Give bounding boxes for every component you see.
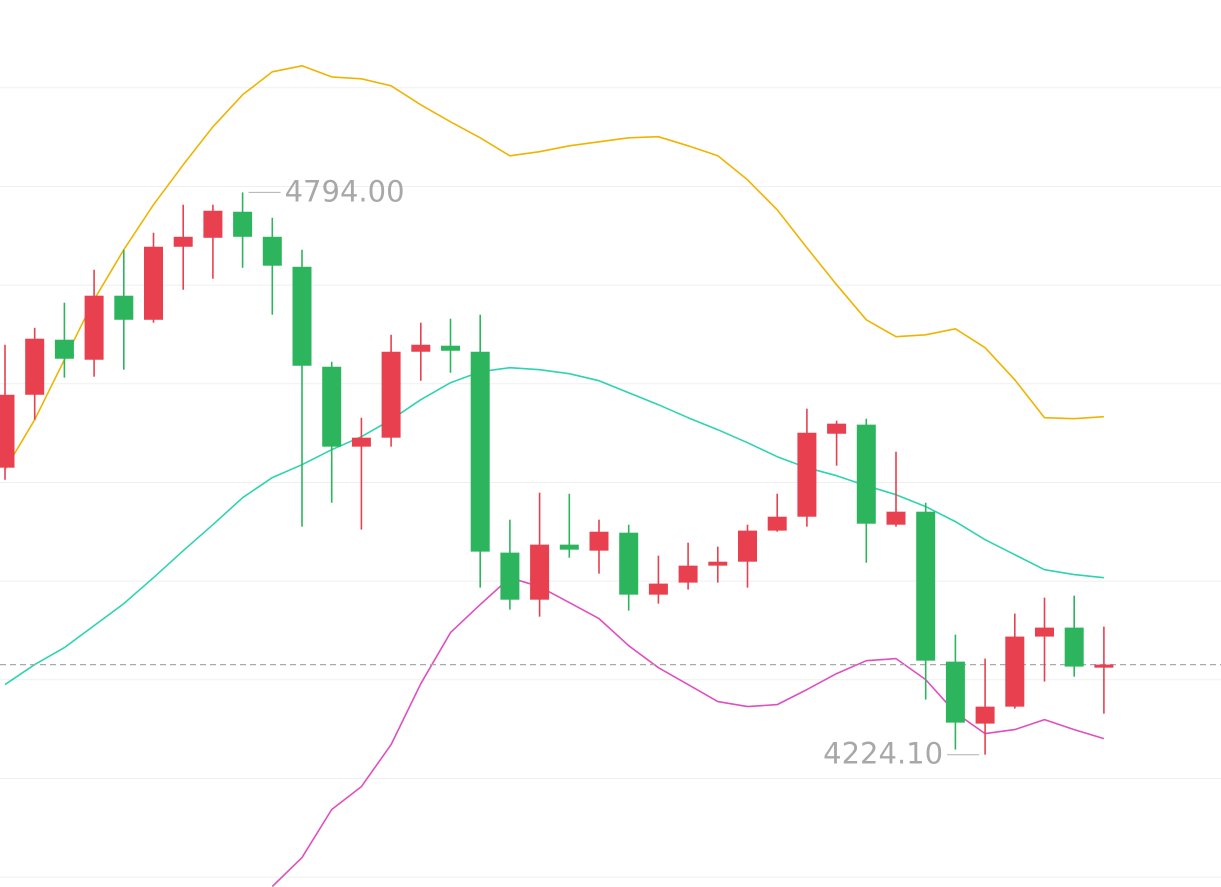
annotation-label: 4794.00: [285, 174, 405, 208]
candle-body: [54, 339, 74, 359]
candle-body: [292, 266, 312, 366]
candle-body: [738, 530, 757, 562]
candle-body: [441, 345, 460, 351]
candle-body: [322, 366, 342, 447]
candles: [0, 192, 1114, 755]
candle-body: [262, 236, 282, 266]
band-line: [4, 65, 1104, 471]
candle-body: [648, 583, 668, 595]
grid: [0, 87, 1221, 878]
candle-body: [559, 544, 579, 550]
candle-body: [827, 423, 847, 434]
candle-body: [233, 211, 253, 237]
bands: [0, 65, 1221, 887]
candle-body: [975, 706, 995, 724]
candle-body: [589, 531, 609, 551]
candle-body: [84, 295, 104, 360]
candle-body: [619, 532, 639, 595]
candle-body: [530, 544, 550, 600]
candle-body: [25, 338, 45, 395]
candle-body: [173, 236, 193, 247]
candle-body: [1064, 627, 1084, 667]
candle-body: [1005, 636, 1025, 707]
candle-body: [1094, 664, 1114, 668]
candle-body: [381, 351, 401, 438]
candle-body: [678, 565, 698, 583]
candle-body: [351, 437, 371, 447]
candle-body: [886, 511, 906, 525]
candle-body: [1035, 627, 1054, 637]
annotations: 4794.00 4224.10: [248, 174, 980, 771]
band-line: [271, 576, 1105, 887]
candle-body: [470, 351, 490, 552]
candle-body: [144, 246, 163, 320]
annotation-label: 4224.10: [823, 737, 943, 771]
band-line: [4, 366, 1104, 686]
candle-body: [797, 432, 817, 517]
candle-body: [856, 424, 876, 524]
candle-body: [708, 561, 728, 566]
candle-body: [411, 344, 431, 352]
candle-body: [916, 511, 936, 661]
candle-body: [203, 210, 223, 238]
candle-body: [0, 394, 15, 468]
candle-body: [945, 661, 965, 723]
candle-body: [500, 552, 520, 600]
candle-body: [767, 516, 787, 531]
candle-body: [114, 295, 134, 320]
